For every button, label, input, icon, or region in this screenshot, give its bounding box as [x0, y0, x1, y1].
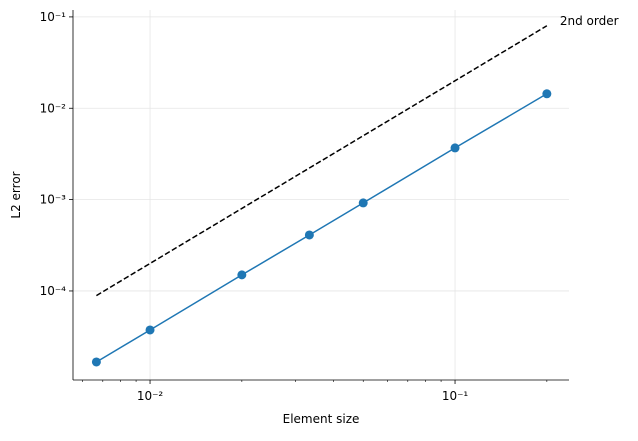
series-line: [96, 93, 548, 363]
data-point: [450, 143, 460, 153]
data-point: [237, 270, 247, 280]
data-point: [145, 325, 155, 335]
y-tick-label: 10⁻²: [40, 101, 67, 115]
y-axis-label: L2 error: [9, 171, 23, 218]
x-tick-label: 10⁻¹: [442, 389, 469, 403]
series-line: [96, 25, 548, 297]
y-tick-label: 10⁻¹: [40, 10, 67, 24]
data-point: [304, 230, 314, 240]
x-axis-label: Element size: [283, 412, 360, 426]
y-tick-label: 10⁻³: [40, 193, 67, 207]
y-tick-label: 10⁻⁴: [40, 284, 67, 298]
data-point: [91, 357, 101, 367]
data-point: [358, 198, 368, 208]
line-annotation: 2nd order: [560, 14, 619, 28]
data-point: [542, 89, 552, 99]
x-tick-label: 10⁻²: [137, 389, 164, 403]
